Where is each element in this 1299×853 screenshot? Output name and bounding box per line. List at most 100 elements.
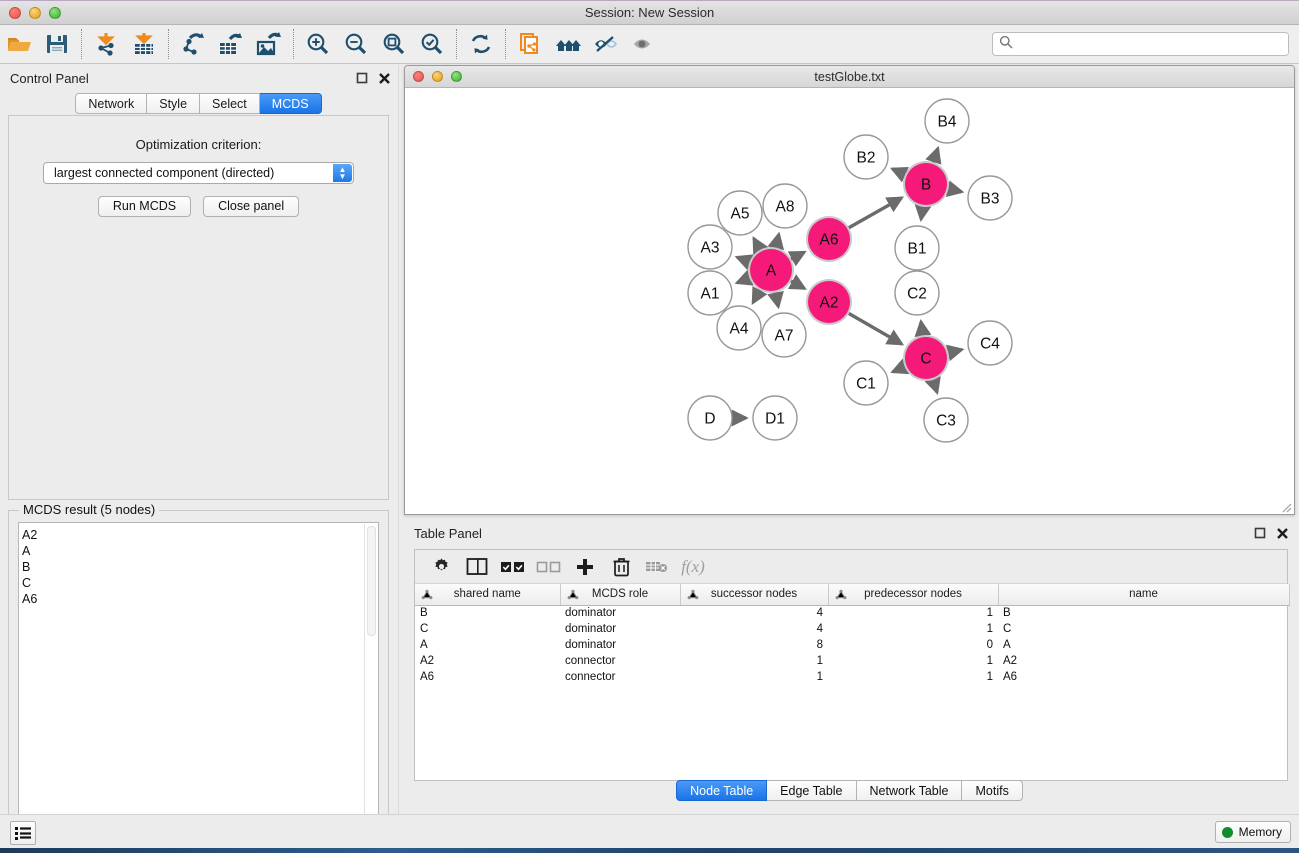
tab-network-table[interactable]: Network Table xyxy=(856,780,963,801)
node-circle[interactable] xyxy=(894,225,940,271)
node-circle[interactable] xyxy=(687,224,733,270)
column-layout-icon[interactable] xyxy=(460,552,494,582)
network-canvas[interactable]: B4 B2 B B3 A5 A8 A6 A3 B1 A C2 A1 A2 A4 A7 C C4 C1 C3 D D1 xyxy=(405,88,1294,514)
column-header-name[interactable]: name xyxy=(998,584,1290,606)
maximize-icon[interactable] xyxy=(356,72,368,84)
node-circle[interactable] xyxy=(905,337,947,379)
table-cell-role[interactable]: dominator xyxy=(565,607,617,620)
list-item[interactable]: C xyxy=(22,576,32,590)
maximize-icon[interactable] xyxy=(1254,527,1266,539)
memory-status-button[interactable]: Memory xyxy=(1214,821,1291,843)
table-cell-name[interactable]: A2 xyxy=(1003,655,1018,667)
open-folder-icon[interactable] xyxy=(0,27,38,61)
graph-edge[interactable] xyxy=(734,254,754,271)
reset-table-icon[interactable] xyxy=(640,552,674,582)
show-all-icon[interactable] xyxy=(625,27,663,61)
search-input[interactable] xyxy=(1013,34,1288,54)
tab-select[interactable]: Select xyxy=(200,93,260,114)
table-cell-shared-name[interactable]: A xyxy=(420,639,428,651)
graph-node[interactable]: B xyxy=(903,161,949,207)
node-circle[interactable] xyxy=(843,360,889,406)
window-close-button[interactable] xyxy=(9,6,21,19)
column-header-predecessor-nodes[interactable]: predecessor nodes xyxy=(828,584,999,606)
table-cell-role[interactable]: dominator xyxy=(565,623,617,635)
zoom-out-icon[interactable] xyxy=(337,27,375,61)
network-minimize-button[interactable] xyxy=(432,71,443,82)
graph-node[interactable]: A5 xyxy=(717,190,763,236)
save-icon[interactable] xyxy=(38,27,76,61)
table-cell-predecessors[interactable]: 1 xyxy=(986,655,993,667)
network-close-button[interactable] xyxy=(413,71,424,82)
graph-node[interactable]: A1 xyxy=(687,270,733,316)
function-builder-icon[interactable]: f(x) xyxy=(681,556,705,576)
node-circle[interactable] xyxy=(905,163,947,205)
graph-node[interactable]: C3 xyxy=(923,397,969,443)
close-icon[interactable] xyxy=(1276,527,1289,540)
graph-edge[interactable] xyxy=(924,376,941,395)
graph-edge[interactable] xyxy=(847,196,905,230)
table-cell-predecessors[interactable]: 1 xyxy=(986,607,993,620)
tab-node-table[interactable]: Node Table xyxy=(676,780,768,801)
table-cell-predecessors[interactable]: 1 xyxy=(986,671,993,683)
export-table-icon[interactable] xyxy=(212,27,250,61)
table-cell-successors[interactable]: 1 xyxy=(816,655,823,667)
refresh-icon[interactable] xyxy=(462,27,500,61)
window-zoom-button[interactable] xyxy=(49,6,61,19)
graph-edge[interactable] xyxy=(914,203,932,222)
graph-edge[interactable] xyxy=(734,269,754,286)
zoom-fit-icon[interactable] xyxy=(375,27,413,61)
graph-node[interactable]: A2 xyxy=(806,279,852,325)
list-item[interactable]: A xyxy=(22,544,31,558)
tab-mcds[interactable]: MCDS xyxy=(259,93,322,114)
tab-motifs[interactable]: Motifs xyxy=(962,780,1023,801)
table-row[interactable]: A2 connector 1 1 A2 xyxy=(415,653,1289,669)
table-cell-name[interactable]: A xyxy=(1003,639,1011,651)
chevron-updown-icon[interactable]: ▲ ▼ xyxy=(333,164,352,182)
tab-network[interactable]: Network xyxy=(75,93,148,114)
table-cell-shared-name[interactable]: A6 xyxy=(420,671,435,683)
graph-node[interactable]: A xyxy=(748,247,794,293)
list-item[interactable]: A2 xyxy=(22,528,38,542)
table-cell-role[interactable]: connector xyxy=(565,671,616,683)
graph-node[interactable]: C1 xyxy=(843,360,889,406)
add-column-icon[interactable] xyxy=(568,552,602,582)
import-network-icon[interactable] xyxy=(87,27,125,61)
graph-node[interactable]: A6 xyxy=(806,216,852,262)
deselect-all-icon[interactable] xyxy=(532,552,566,582)
table-cell-predecessors[interactable]: 1 xyxy=(986,623,993,635)
graph-node[interactable]: C4 xyxy=(967,320,1013,366)
table-cell-successors[interactable]: 1 xyxy=(816,671,823,683)
graph-node[interactable]: A7 xyxy=(761,312,807,358)
tab-edge-table[interactable]: Edge Table xyxy=(767,780,857,801)
column-header-shared-name[interactable]: shared name xyxy=(415,584,561,606)
node-circle[interactable] xyxy=(750,249,792,291)
delete-column-icon[interactable] xyxy=(604,552,638,582)
node-circle[interactable] xyxy=(808,281,850,323)
scrollbar-thumb[interactable] xyxy=(367,526,376,636)
graph-node[interactable]: B4 xyxy=(924,98,970,144)
graph-edge[interactable] xyxy=(787,250,807,267)
window-minimize-button[interactable] xyxy=(29,6,41,19)
node-circle[interactable] xyxy=(752,395,798,441)
export-network-icon[interactable] xyxy=(174,27,212,61)
optimization-criterion-select[interactable]: largest connected component (directed) ▲… xyxy=(43,162,354,184)
node-circle[interactable] xyxy=(687,395,733,441)
node-circle[interactable] xyxy=(923,397,969,443)
resize-grip[interactable] xyxy=(1280,500,1292,513)
graph-node[interactable]: C2 xyxy=(894,270,940,316)
graph-edge[interactable] xyxy=(751,285,768,305)
table-cell-name[interactable]: B xyxy=(1003,607,1011,620)
graph-node[interactable]: A3 xyxy=(687,224,733,270)
graph-node[interactable]: A8 xyxy=(762,183,808,229)
graph-node[interactable]: B1 xyxy=(894,225,940,271)
table-cell-shared-name[interactable]: B xyxy=(420,607,428,620)
node-circle[interactable] xyxy=(716,305,762,351)
zoom-selected-icon[interactable] xyxy=(413,27,451,61)
export-image-icon[interactable] xyxy=(250,27,288,61)
graph-edge[interactable] xyxy=(890,358,910,375)
task-list-icon[interactable] xyxy=(10,821,36,845)
node-circle[interactable] xyxy=(894,270,940,316)
table-cell-shared-name[interactable]: A2 xyxy=(420,655,435,667)
node-circle[interactable] xyxy=(687,270,733,316)
